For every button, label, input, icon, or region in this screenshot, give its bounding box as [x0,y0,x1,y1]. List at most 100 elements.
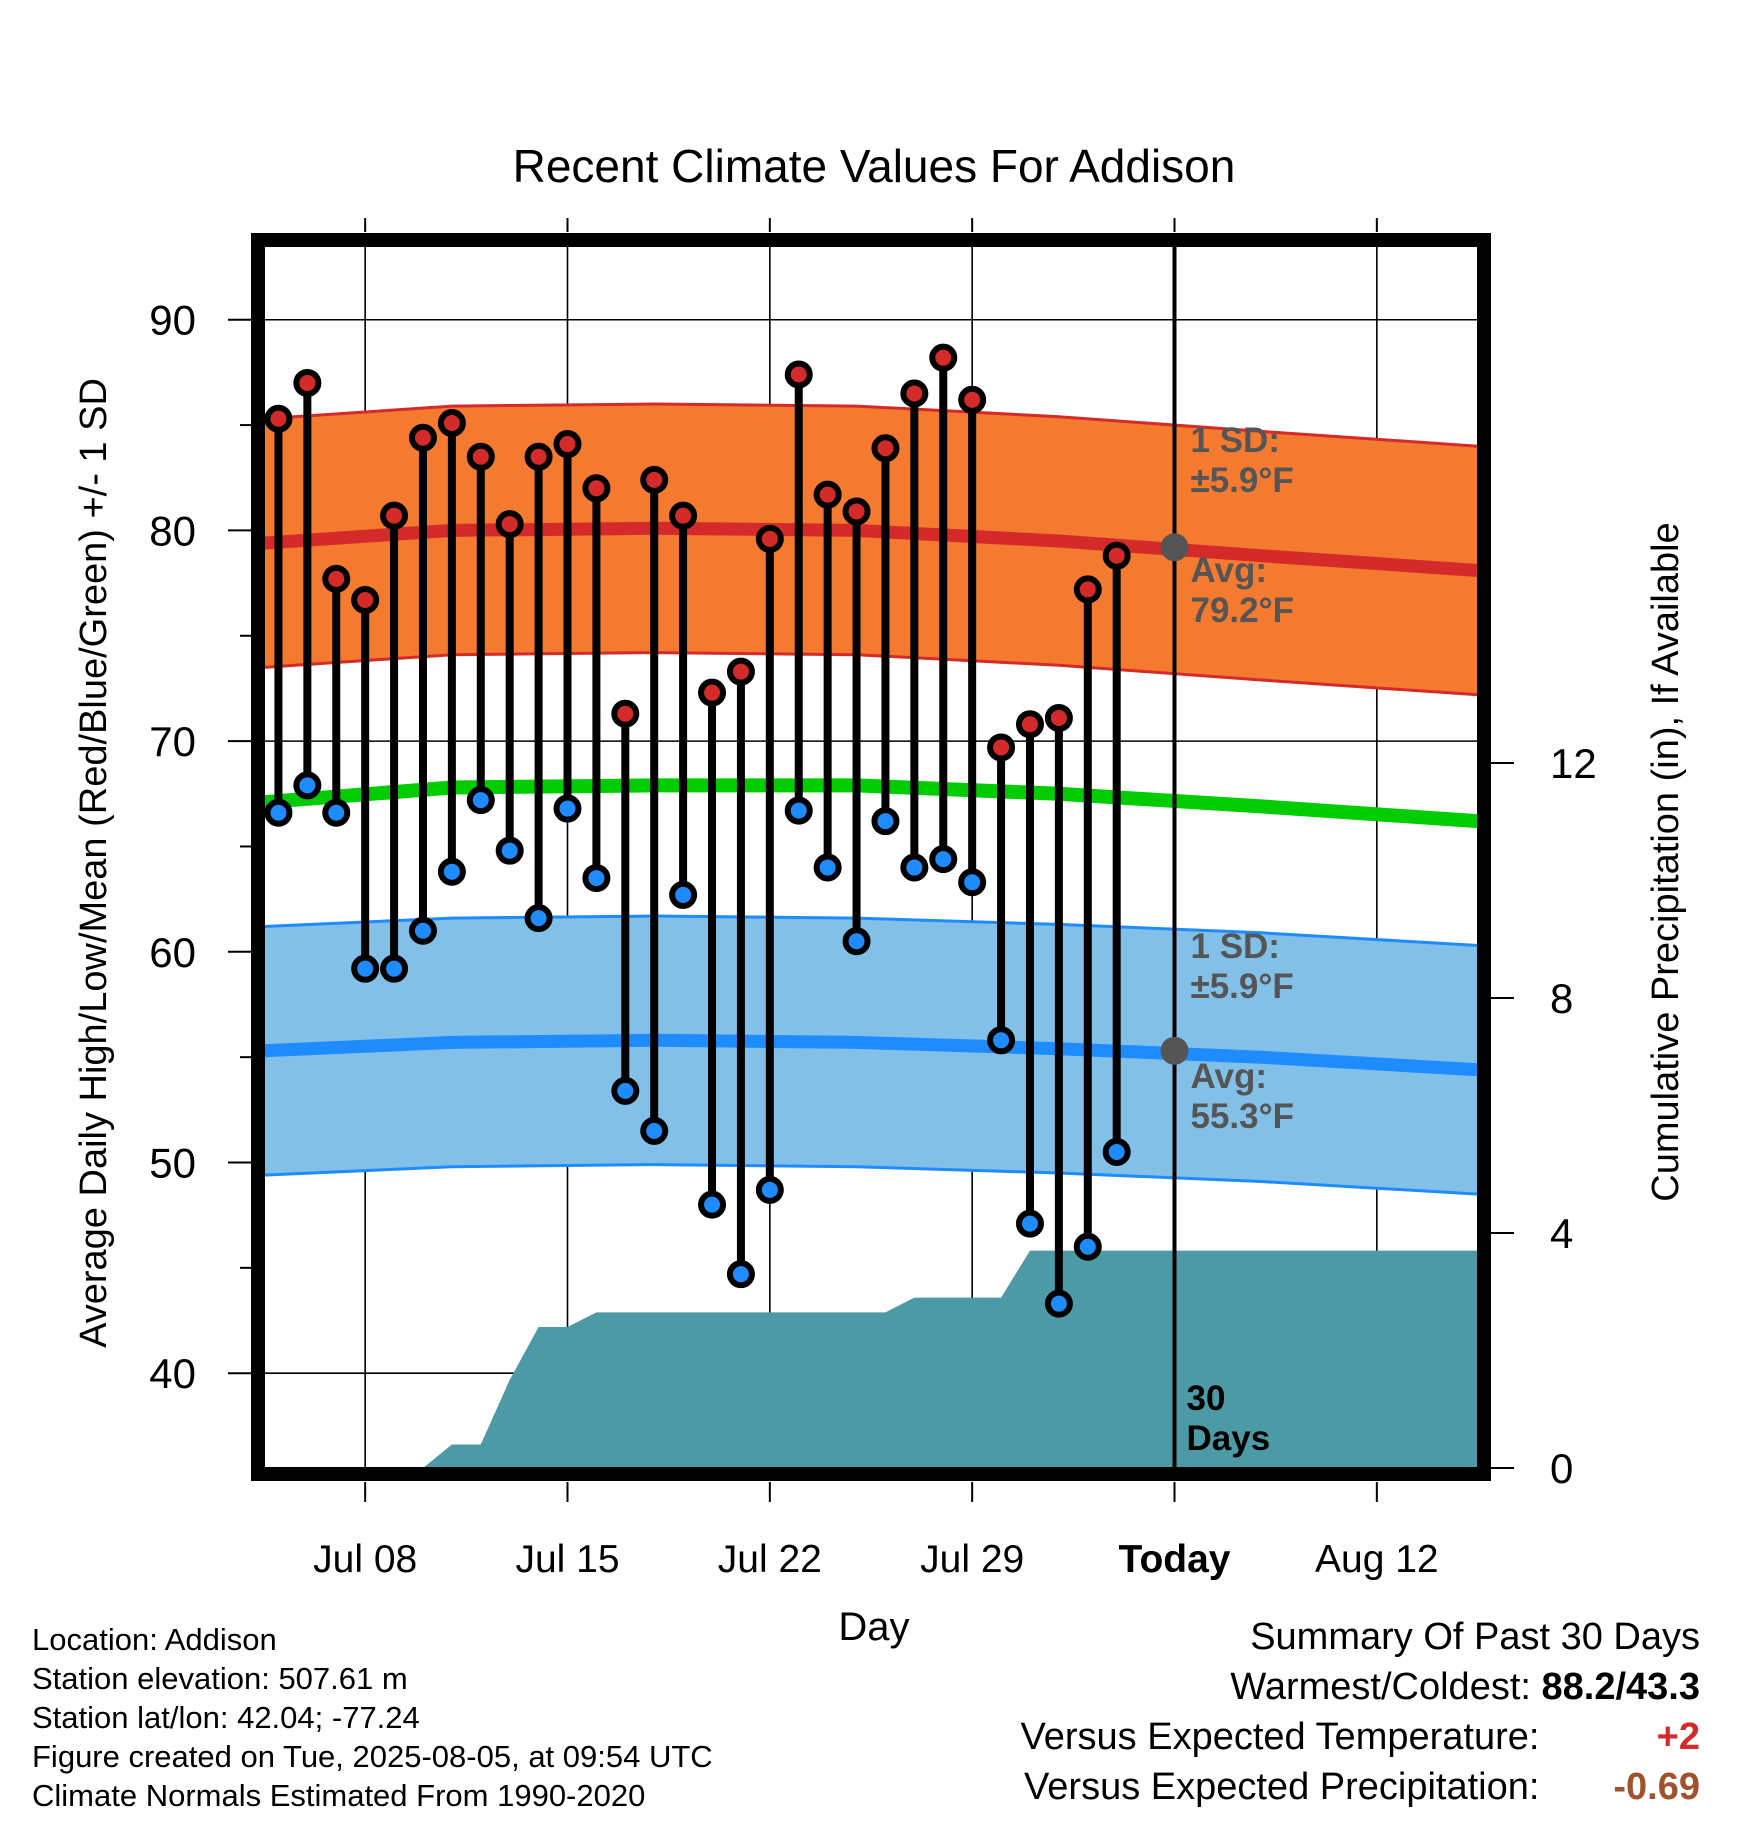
normals-text: Climate Normals Estimated From 1990-2020 [32,1778,646,1813]
low-temp-point [408,916,437,945]
low-temp-point [958,868,987,897]
y2-axis-label: Cumulative Precipitation (in), If Availa… [1645,522,1687,1201]
high-temp-point [466,442,495,471]
x-tick-label: Aug 12 [1315,1538,1439,1581]
high-sd-annotation: 1 SD: ±5.9°F [1191,421,1294,500]
low-temp-point [698,1190,727,1219]
summary-warm-cold: Warmest/Coldest: 88.2/43.3 [1021,1662,1700,1712]
high-temp-point [322,564,351,593]
axes: Recent Climate Values For Addison4050607… [73,140,1687,1649]
y-tick-label: 50 [149,1140,196,1187]
low-temp-point [784,796,813,825]
high-temp-point [987,733,1016,762]
low-temp-point [437,857,466,886]
y-tick-label: 80 [149,507,196,554]
summary-temp: Versus Expected Temperature: +2 [1021,1712,1700,1762]
y2-tick-label: 12 [1550,740,1597,787]
low-temp-point [755,1175,784,1204]
low-temp-point [669,880,698,909]
precipitation-area [422,1250,1478,1468]
high-temp-point [293,368,322,397]
low-temp-point [264,798,293,827]
low-temp-point [726,1260,755,1289]
high-temp-point [813,480,842,509]
low-temp-point [466,786,495,815]
high-temp-point [380,501,409,530]
high-temp-point [582,474,611,503]
high-normal-band [264,404,1478,695]
created-text: Figure created on Tue, 2025-08-05, at 09… [32,1739,713,1774]
y-axis-label: Average Daily High/Low/Mean (Red/Blue/Gr… [73,378,115,1348]
warm-cold-value: 88.2/43.3 [1541,1666,1700,1708]
y2-tick-label: 0 [1550,1445,1573,1492]
low-temp-point [1015,1209,1044,1238]
high-temp-point [900,379,929,408]
low-temp-point [495,836,524,865]
today-high-avg-marker [1160,533,1189,562]
high-temp-point [1073,575,1102,604]
low-temp-point [1073,1232,1102,1261]
high-temp-point [929,343,958,372]
precip-label: Versus Expected Precipitation: [1024,1766,1540,1808]
high-temp-point [871,434,900,463]
low-temp-point [524,904,553,933]
low-temp-point [900,853,929,882]
high-temp-point [958,385,987,414]
plot-border [251,233,1491,1481]
y2-tick-label: 4 [1550,1210,1573,1257]
summary-precip: Versus Expected Precipitation: -0.69 [1021,1762,1700,1812]
precip-value: -0.69 [1613,1766,1700,1808]
latlon-text: Station lat/lon: 42.04; -77.24 [32,1700,420,1735]
low-temp-point [611,1076,640,1105]
low-temp-point [987,1026,1016,1055]
x-tick-label: Jul 08 [313,1538,417,1581]
y-tick-label: 70 [149,718,196,765]
high-temp-point [726,657,755,686]
y2-tick-label: 8 [1550,975,1573,1022]
x-tick-label: Jul 15 [515,1538,619,1581]
low-temp-point [380,954,409,983]
high-temp-point [669,501,698,530]
low-temp-point [842,927,871,956]
high-temp-point [640,465,669,494]
high-temp-point [437,408,466,437]
low-avg-annotation: Avg: 55.3°F [1191,1057,1295,1136]
low-temp-point [1044,1289,1073,1318]
x-tick-label: Jul 22 [718,1538,822,1581]
low-normal-line [263,1033,1479,1077]
low-temp-point [1102,1137,1131,1166]
temp-label: Versus Expected Temperature: [1020,1716,1540,1758]
elevation-text: Station elevation: 507.61 m [32,1661,408,1696]
summary-title: Summary Of Past 30 Days [1250,1616,1700,1658]
high-temp-point [1015,710,1044,739]
high-avg-annotation: Avg: 79.2°F [1191,551,1295,630]
temp-value: +2 [1656,1716,1700,1758]
high-temp-point [1102,541,1131,570]
low-temp-point [322,798,351,827]
warm-cold-label: Warmest/Coldest: [1230,1666,1531,1708]
high-temp-point [553,430,582,459]
low-temp-point [813,853,842,882]
high-temp-point [1044,703,1073,732]
low-temp-point [553,794,582,823]
high-temp-point [524,442,553,471]
days-annotation: 30 Days [1187,1379,1271,1458]
daily-markers [264,343,1131,1318]
high-temp-point [698,678,727,707]
station-info: Location: Addison Station elevation: 507… [32,1620,713,1815]
y-tick-label: 90 [149,297,196,344]
low-temp-point [293,771,322,800]
high-temp-point [264,404,293,433]
low-sd-annotation: 1 SD: ±5.9°F [1191,927,1294,1006]
high-temp-point [842,497,871,526]
plot-frame [251,233,1491,1481]
mean-normal-line [263,778,1479,829]
high-temp-point [755,524,784,553]
daily-bars [274,357,1121,1304]
high-normal-upper-edge [263,402,1479,448]
high-temp-point [495,510,524,539]
low-temp-point [351,954,380,983]
x-tick-label: Today [1119,1538,1231,1581]
chart-title: Recent Climate Values For Addison [513,140,1236,192]
location-text: Location: Addison [32,1622,277,1657]
